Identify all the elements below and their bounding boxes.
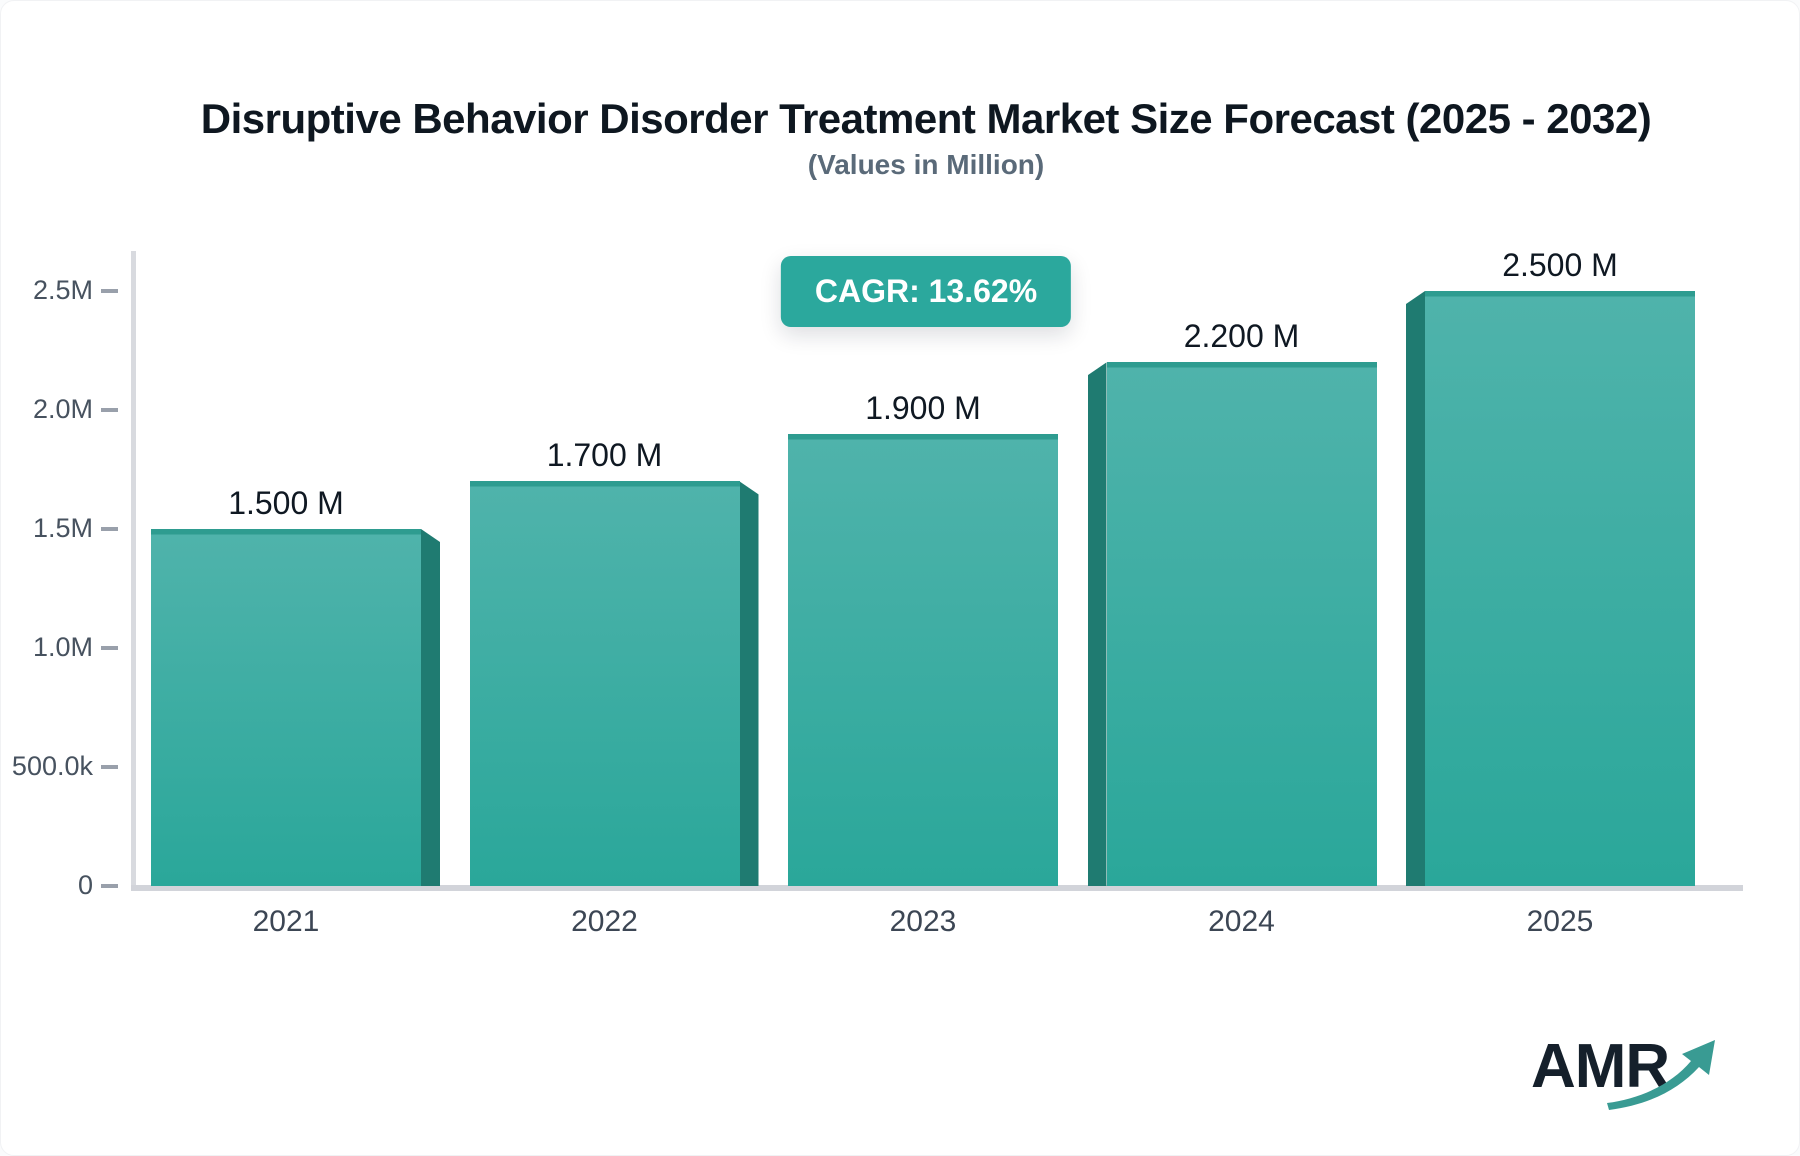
y-tick-label: 1.5M [32,513,93,543]
bar-2025[interactable] [1425,291,1695,886]
amr-logo-text: AMR [1531,1032,1670,1101]
x-axis-label: 2022 [571,905,638,938]
amr-logo: AMR [1531,1031,1731,1121]
bar-value-label: 1.500 M [228,485,344,521]
bar-value-label: 1.700 M [546,437,663,474]
growth-arrow-icon [1607,1040,1715,1110]
chart-subtitle: (Values in Million) [807,149,1045,180]
y-tick-label: 0 [77,870,93,900]
cagr-badge-label: CAGR: 13.62% [814,273,1038,309]
x-axis-label: 2024 [1208,905,1275,938]
bar-value-label: 2.500 M [1502,247,1618,283]
x-axis-label: 2025 [1526,905,1594,938]
y-tick-mark [101,527,118,531]
bar-side-face [739,481,759,886]
y-tick-mark [101,765,118,769]
y-tick-mark [101,884,118,888]
cagr-badge: CAGR: 13.62% [780,256,1072,327]
y-tick-mark [101,646,118,650]
bar-2022[interactable] [469,481,740,886]
y-tick-mark [101,408,118,412]
bar-side-face [1406,291,1425,886]
y-tick-label: 1.0M [32,632,93,662]
y-tick-label: 500.0k [11,751,93,781]
y-tick-mark [101,289,118,293]
x-axis-baseline [131,885,1743,891]
y-axis-line [131,251,136,887]
y-tick-label: 2.0M [32,394,93,424]
bar-value-label: 1.900 M [865,389,981,426]
bar-2021[interactable] [151,529,421,886]
y-tick-label: 2.5M [32,275,93,305]
bar-2024[interactable] [1106,362,1377,886]
chart-title: Disruptive Behavior Disorder Treatment M… [200,95,1652,142]
bar-value-label: 2.200 M [1183,318,1300,355]
bar-2023[interactable] [788,433,1058,886]
x-axis-label: 2023 [889,905,957,938]
x-axis-label: 2021 [252,905,320,938]
bar-side-face [1087,362,1107,886]
bar-side-face [421,529,440,886]
